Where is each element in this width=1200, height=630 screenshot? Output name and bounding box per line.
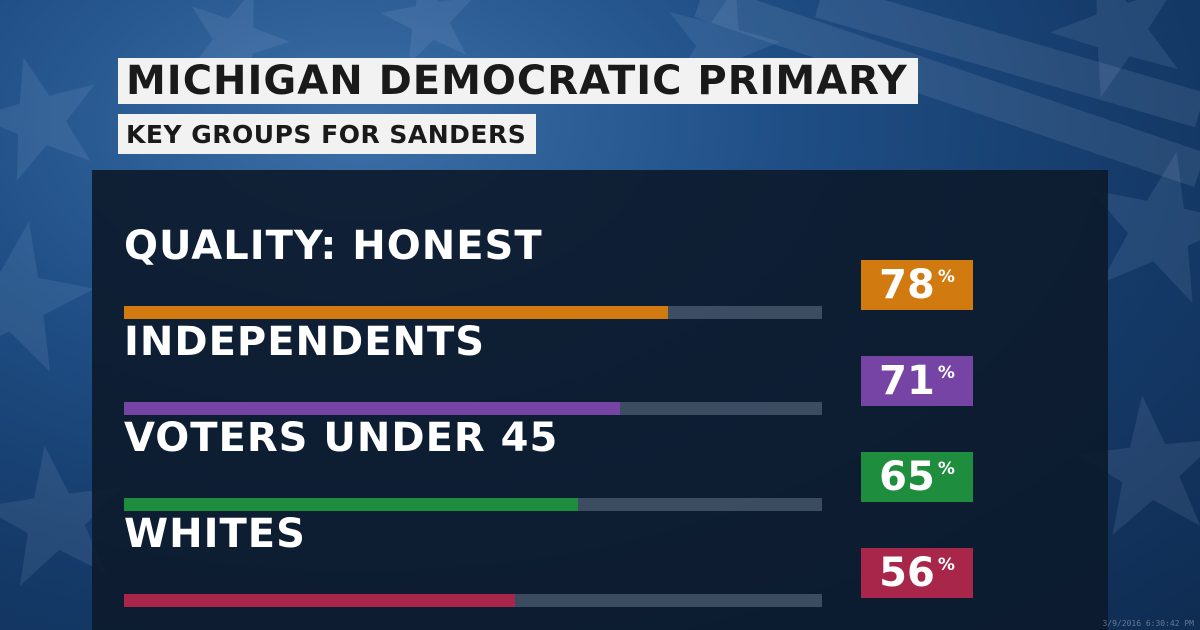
bar-fill (124, 402, 620, 415)
bar-fill (124, 594, 515, 607)
bar-row: VOTERS UNDER 45 65 % (92, 400, 1108, 511)
bar-fill (124, 306, 669, 319)
bar-row: INDEPENDENTS 71 % (92, 304, 1108, 415)
bar-track (124, 498, 822, 511)
value-label: 65 (879, 454, 935, 500)
value-badge: 65 % (861, 452, 973, 502)
value-label: 71 (879, 358, 935, 404)
title-banner: MICHIGAN DEMOCRATIC PRIMARY (118, 58, 918, 104)
percent-sign: % (937, 459, 955, 479)
value-badge: 56 % (861, 548, 973, 598)
bar-track (124, 594, 822, 607)
bar-row: QUALITY: HONEST 78 % (92, 208, 1108, 319)
category-label: WHITES (124, 511, 306, 557)
value-label: 78 (879, 262, 935, 308)
bar-fill (124, 498, 578, 511)
value-label: 56 (879, 550, 935, 596)
broadcast-timestamp: 3/9/2016 6:30:42 PM (1102, 619, 1194, 628)
chart-panel: QUALITY: HONEST 78 % INDEPENDENTS 71 % V… (92, 170, 1108, 630)
category-label: INDEPENDENTS (124, 319, 486, 365)
bar-track (124, 402, 822, 415)
percent-sign: % (937, 267, 955, 287)
category-label: QUALITY: HONEST (124, 223, 543, 269)
category-label: VOTERS UNDER 45 (124, 415, 559, 461)
bar-row: WHITES 56 % (92, 496, 1108, 607)
value-badge: 71 % (861, 356, 973, 406)
percent-sign: % (937, 555, 955, 575)
chart-subtitle: KEY GROUPS FOR SANDERS (126, 119, 527, 149)
percent-sign: % (937, 363, 955, 383)
value-badge: 78 % (861, 260, 973, 310)
subtitle-banner: KEY GROUPS FOR SANDERS (118, 114, 537, 154)
chart-title: MICHIGAN DEMOCRATIC PRIMARY (126, 58, 908, 104)
bar-track (124, 306, 822, 319)
